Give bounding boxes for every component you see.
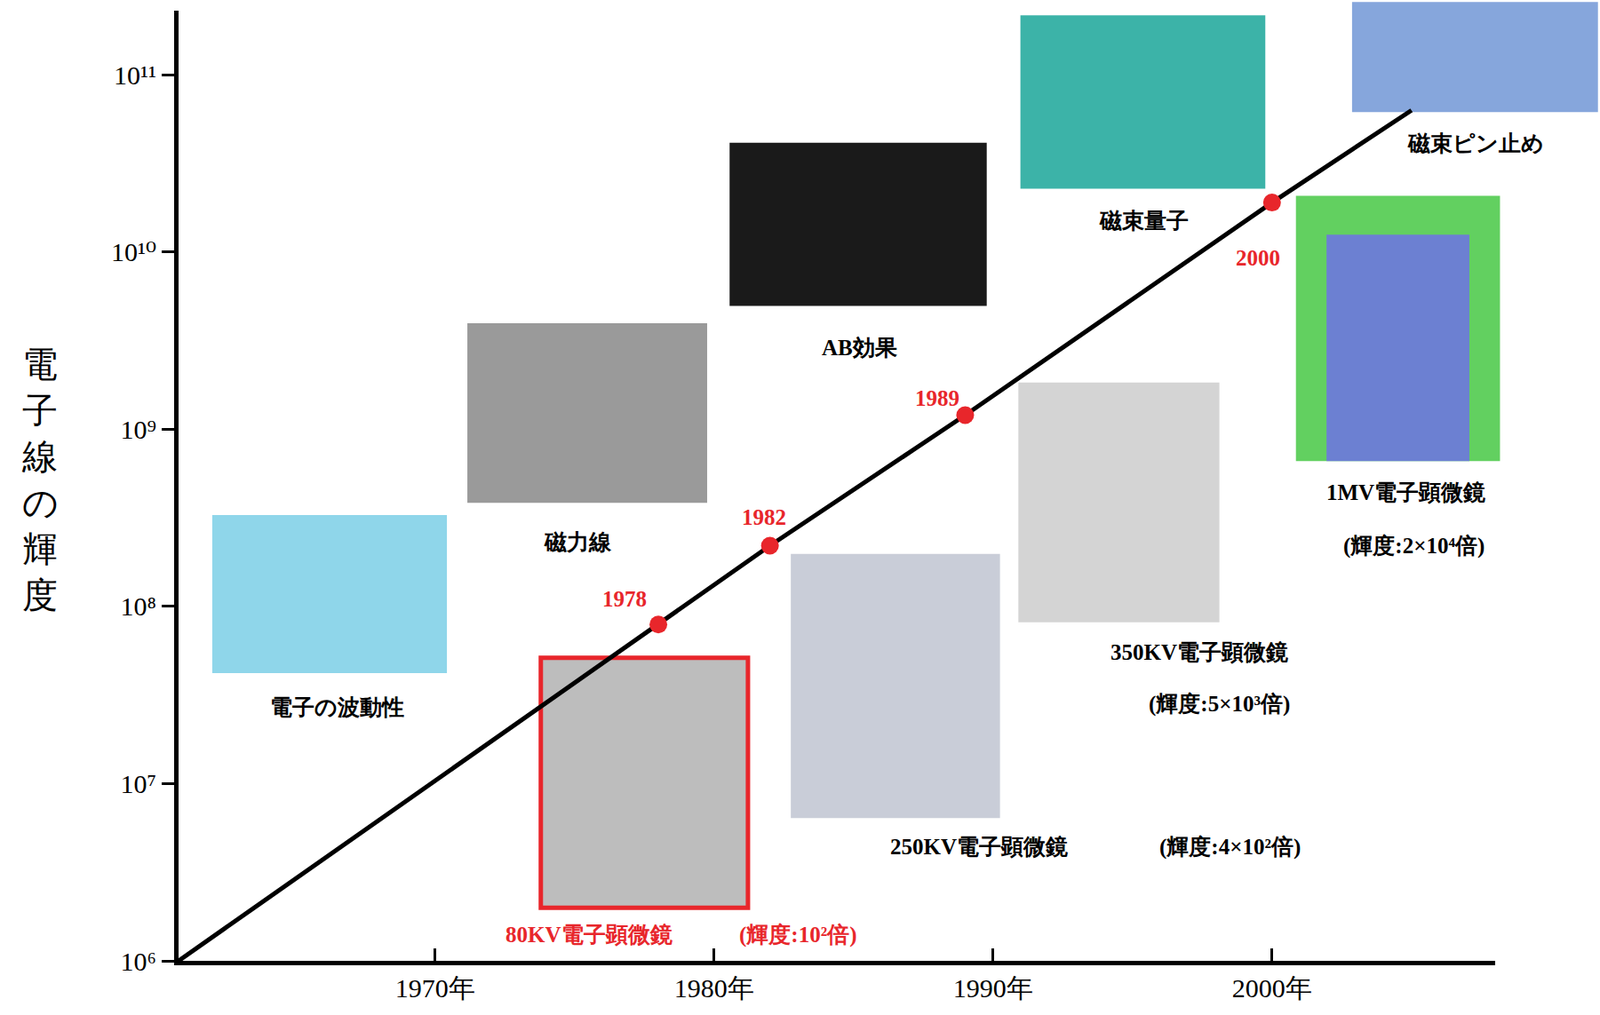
svg-text:磁束量子: 磁束量子 <box>1098 208 1189 233</box>
svg-text:1982: 1982 <box>741 505 787 530</box>
svg-text:磁束ピン止め: 磁束ピン止め <box>1407 131 1545 156</box>
svg-text:(輝度:2×10⁴倍): (輝度:2×10⁴倍) <box>1343 533 1485 559</box>
svg-text:(輝度:5×10³倍): (輝度:5×10³倍) <box>1148 692 1290 717</box>
svg-text:(輝度:4×10²倍): (輝度:4×10²倍) <box>1159 835 1301 860</box>
svg-text:350KV電子顕微鏡: 350KV電子顕微鏡 <box>1110 640 1289 665</box>
svg-text:1970年: 1970年 <box>395 973 476 1003</box>
svg-text:250KV電子顕微鏡: 250KV電子顕微鏡 <box>890 835 1068 860</box>
svg-text:10¹⁰: 10¹⁰ <box>111 237 157 267</box>
svg-text:電子の波動性: 電子の波動性 <box>270 695 405 720</box>
svg-text:1MV電子顕微鏡: 1MV電子顕微鏡 <box>1326 480 1486 505</box>
svg-text:10⁹: 10⁹ <box>120 414 157 445</box>
svg-text:1990年: 1990年 <box>953 973 1034 1003</box>
svg-text:2000年: 2000年 <box>1232 973 1313 1003</box>
svg-text:1989: 1989 <box>915 386 960 411</box>
svg-text:80KV電子顕微鏡: 80KV電子顕微鏡 <box>505 923 673 948</box>
svg-text:(輝度:10²倍): (輝度:10²倍) <box>739 923 857 948</box>
svg-text:電子線の輝度: 電子線の輝度 <box>21 343 59 616</box>
svg-text:1978: 1978 <box>602 587 647 612</box>
svg-text:10⁸: 10⁸ <box>120 591 157 621</box>
svg-text:10⁶: 10⁶ <box>120 947 157 977</box>
svg-text:1980年: 1980年 <box>674 973 755 1003</box>
svg-text:2000: 2000 <box>1235 246 1281 271</box>
svg-text:磁力線: 磁力線 <box>543 530 613 555</box>
svg-text:AB効果: AB効果 <box>821 335 898 360</box>
svg-text:10¹¹: 10¹¹ <box>113 60 157 90</box>
svg-text:10⁷: 10⁷ <box>120 769 157 799</box>
